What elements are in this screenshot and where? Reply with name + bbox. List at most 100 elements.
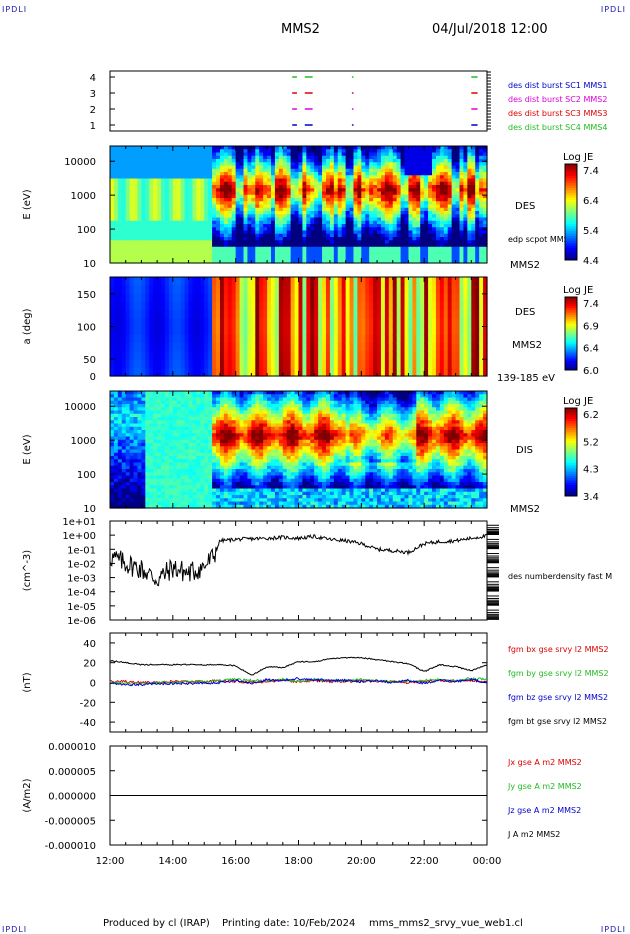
spectrogram-cell xyxy=(380,152,386,157)
spectrogram-cell xyxy=(380,293,386,303)
spectrogram-cell xyxy=(239,201,245,206)
spectrogram-cell xyxy=(161,181,166,186)
spectrogram-cell xyxy=(212,227,217,232)
spectrogram-cell xyxy=(483,201,488,206)
spectrogram-cell xyxy=(196,168,201,173)
spectrogram-cell xyxy=(357,155,362,160)
spectrogram-cell xyxy=(302,185,307,189)
spectrogram-cell xyxy=(243,165,249,170)
spectrogram-cell xyxy=(424,230,429,235)
spectrogram-cell xyxy=(373,301,378,311)
spectrogram-cell xyxy=(267,224,272,228)
spectrogram-cell xyxy=(282,217,288,222)
spectrogram-cell xyxy=(223,293,229,303)
spectrogram-cell xyxy=(384,191,390,196)
spectrogram-cell xyxy=(471,211,476,215)
spectrogram-cell xyxy=(223,246,229,251)
spectrogram-cell xyxy=(192,359,197,369)
spectrogram-cell xyxy=(278,243,284,248)
spectrogram-cell xyxy=(408,146,413,150)
spectrogram-cell xyxy=(282,224,288,228)
spectrogram-cell xyxy=(161,191,166,196)
spectrogram-cell xyxy=(365,188,370,193)
spectrogram-cell xyxy=(227,224,233,228)
spectrogram-cell xyxy=(196,310,201,319)
spectrogram-cell xyxy=(161,146,166,150)
spectrogram-cell xyxy=(133,220,139,225)
spectrogram-cell xyxy=(306,201,311,206)
spectrogram-cell xyxy=(361,250,366,254)
spectrogram-cell xyxy=(322,301,327,311)
spectrogram-cell xyxy=(110,482,115,486)
spectrogram-cell xyxy=(404,233,410,238)
colorbar-title: Log JE xyxy=(563,285,593,296)
spectrogram-cell xyxy=(361,334,366,344)
spectrogram-cell xyxy=(325,334,331,344)
spectrogram-cell xyxy=(259,181,264,186)
spectrogram-cell xyxy=(129,168,135,173)
spectrogram-cell xyxy=(459,256,465,261)
spectrogram-cell xyxy=(263,293,268,303)
spectrogram-cell xyxy=(282,201,288,206)
spectrogram-cell xyxy=(463,301,468,311)
spectrogram-cell xyxy=(337,351,343,361)
spectrogram-cell xyxy=(373,155,378,160)
spectrogram-cell xyxy=(412,351,417,361)
spectrogram-cell xyxy=(384,246,390,251)
spectrogram-cell xyxy=(322,277,327,286)
spectrogram-cell xyxy=(176,214,182,219)
spectrogram-cell xyxy=(274,334,280,344)
spectrogram-cell xyxy=(400,227,406,232)
spectrogram-cell xyxy=(121,165,127,170)
spectrogram-cell xyxy=(341,351,347,361)
spectrogram-cell xyxy=(325,343,331,352)
spectrogram-cell xyxy=(157,367,162,377)
spectrogram-cell xyxy=(188,227,194,232)
spectrogram-cell xyxy=(129,310,135,319)
spectrogram-cell xyxy=(137,343,143,352)
spectrogram-cell xyxy=(451,214,457,219)
spectrogram-cell xyxy=(396,172,402,176)
spectrogram-cell xyxy=(475,178,480,183)
spectrogram-cell xyxy=(259,194,264,199)
spectrogram-cell xyxy=(443,220,449,225)
spectrogram-cell xyxy=(294,194,300,199)
spectrogram-cell xyxy=(483,175,488,180)
spectrogram-cell xyxy=(223,237,229,241)
spectrogram-cell xyxy=(424,359,429,369)
spectrogram-cell xyxy=(420,181,425,186)
spectrogram-cell xyxy=(172,191,178,196)
spectrogram-cell xyxy=(404,293,410,303)
spectrogram-cell xyxy=(424,250,429,254)
spectrogram-cell xyxy=(353,168,359,173)
spectrogram-cell xyxy=(290,198,296,202)
spectrogram-cell xyxy=(145,178,150,183)
spectrogram-cell xyxy=(243,277,249,286)
spectrogram-cell xyxy=(255,191,260,196)
spectrogram-cell xyxy=(345,277,351,286)
spectrogram-cell xyxy=(392,146,398,150)
colorbar-cell xyxy=(565,168,577,172)
spectrogram-cell xyxy=(121,285,127,295)
colorbar-cell xyxy=(565,331,577,334)
spectrogram-cell xyxy=(137,175,143,180)
spectrogram-cell xyxy=(196,259,201,264)
spectrogram-cell xyxy=(184,178,190,183)
spectrogram-cell xyxy=(110,423,115,428)
spectrogram-cell xyxy=(141,217,146,222)
spectrogram-cell xyxy=(314,301,319,311)
spectrogram-cell xyxy=(432,159,437,163)
spectrogram-cell xyxy=(200,201,205,206)
spectrogram-cell xyxy=(420,326,425,336)
spectrogram-cell xyxy=(373,175,378,180)
spectrogram-cell xyxy=(223,214,229,219)
spectrogram-cell xyxy=(176,233,182,238)
spectrogram-cell xyxy=(314,198,319,202)
spectrogram-cell xyxy=(223,152,229,157)
spectrogram-cell xyxy=(267,246,272,251)
spectrogram-cell xyxy=(345,178,351,183)
spectrogram-cell xyxy=(310,185,315,189)
spectrogram-cell xyxy=(377,159,382,163)
spectrogram-cell xyxy=(369,253,374,258)
spectrogram-cell xyxy=(365,227,370,232)
